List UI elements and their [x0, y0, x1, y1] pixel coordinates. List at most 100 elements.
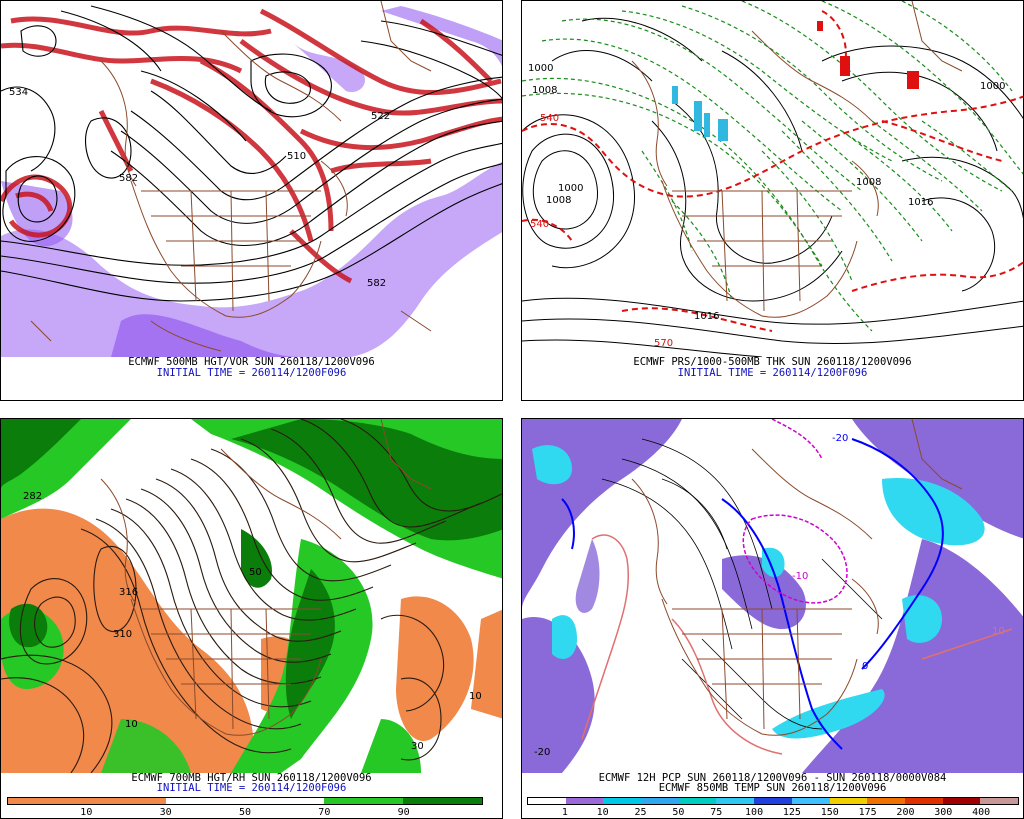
- rh-colorbar-labels: 10 30 50 70 90: [7, 807, 483, 818]
- temp-label: -20: [534, 747, 550, 758]
- colorbar-swatch: [565, 798, 604, 804]
- colorbar-swatch: [324, 798, 364, 804]
- panel-prs-thk: 1000 1008 540 1008 540 1000 1008 1016 57…: [521, 0, 1024, 401]
- isobar-label: 1008: [532, 85, 557, 96]
- colorbar-swatch: [126, 798, 166, 804]
- rh-wet: [1, 419, 502, 719]
- colorbar-swatch: [284, 798, 324, 804]
- colorbar-swatch: [205, 798, 245, 804]
- colorbar-swatch: [47, 798, 87, 804]
- colorbar-label: 300: [934, 807, 953, 818]
- colorbar-swatch: [603, 798, 642, 804]
- thickness-label: 540: [540, 113, 559, 124]
- rh-colorbar: [7, 797, 483, 805]
- thickness-cold: [522, 1, 1023, 332]
- temp-contours: [601, 438, 883, 730]
- map-500mb-hgt-vor: 534 582 510 522 582: [1, 1, 502, 357]
- vorticity-negative: [1, 6, 502, 357]
- caption-init-time: INITIAL TIME = 260114/1200F096: [156, 782, 347, 794]
- colorbar-swatch: [754, 798, 792, 804]
- heavy-precip: [817, 21, 919, 89]
- colorbar-label: 50: [238, 807, 252, 818]
- caption-subtitle: ECMWF 850MB TEMP SUN 260118/1200V096: [658, 782, 887, 794]
- colorbar-swatch: [791, 798, 830, 804]
- colorbar-swatch: [8, 798, 48, 804]
- colorbar-swatch: [166, 798, 206, 804]
- colorbar-label: 10: [80, 807, 93, 818]
- temp-zero: [561, 438, 944, 750]
- colorbar-swatch: [528, 798, 566, 804]
- colorbar-label: 100: [745, 807, 764, 818]
- isobar-label: 1000: [980, 81, 1005, 92]
- isobar-label: 1008: [856, 177, 881, 188]
- panel-500mb-hgt-vor: 534 582 510 522 582 ECMWF 500MB HGT/VOR …: [0, 0, 503, 401]
- isobar-label: 1016: [908, 197, 933, 208]
- contour-label: 310: [113, 629, 132, 640]
- isobar-label: 1000: [558, 183, 583, 194]
- contour-label: 10: [469, 691, 482, 702]
- map-boundaries: [100, 419, 432, 736]
- precip-colorbar-labels: 1 10 25 50 75 100 125 150 175 200 300 400: [527, 807, 1019, 818]
- precip-colorbar: [527, 797, 1019, 805]
- colorbar-swatch: [904, 798, 943, 804]
- temp-label: 10: [992, 626, 1005, 637]
- map-pcp-850temp: -20 -20 -10 10 0: [522, 419, 1023, 773]
- contour-label: 316: [119, 587, 138, 598]
- thickness-label: 540: [530, 219, 549, 230]
- colorbar-label: 75: [710, 807, 723, 818]
- isobar-label: 1000: [528, 63, 553, 74]
- contour-label: 522: [371, 111, 390, 122]
- map-boundaries: [30, 1, 432, 352]
- colorbar-label: 70: [318, 807, 331, 818]
- contour-label: 282: [23, 491, 42, 502]
- contour-label: 582: [367, 278, 386, 289]
- caption-title: ECMWF 500MB HGT/VOR SUN 260118/1200V096: [128, 356, 375, 368]
- map-boundaries: [631, 419, 963, 736]
- colorbar-label: 25: [634, 807, 647, 818]
- colorbar-label: 200: [896, 807, 915, 818]
- colorbar-swatch: [716, 798, 755, 804]
- colorbar-swatch: [829, 798, 868, 804]
- caption-title: ECMWF 12H PCP SUN 260118/1200V096 - SUN …: [598, 772, 947, 784]
- colorbar-label: 50: [672, 807, 685, 818]
- contour-label: 510: [287, 151, 306, 162]
- colorbar-swatch: [245, 798, 285, 804]
- colorbar-label: 10: [596, 807, 609, 818]
- colorbar-swatch: [442, 798, 482, 804]
- colorbar-label: 30: [159, 807, 172, 818]
- isobar-label: 1016: [694, 311, 719, 322]
- temp-label: 0: [862, 661, 868, 672]
- panel-pcp-850temp: -20 -20 -10 10 0 ECMWF 12H PCP SUN 26011…: [521, 418, 1024, 819]
- contour-label: 582: [119, 173, 138, 184]
- panel-700mb-hgt-rh: 282 316 10 10 310 50 30 ECMWF 700MB HGT/…: [0, 418, 503, 819]
- colorbar-label: 150: [820, 807, 839, 818]
- caption-init-time: INITIAL TIME = 260114/1200F096: [156, 367, 347, 379]
- colorbar-label: 400: [972, 807, 991, 818]
- contour-label: 534: [9, 87, 28, 98]
- colorbar-swatch: [867, 798, 905, 804]
- contour-label: 10: [125, 719, 138, 730]
- colorbar-swatch: [942, 798, 981, 804]
- colorbar-swatch: [87, 798, 127, 804]
- colorbar-swatch: [641, 798, 679, 804]
- isobars: [522, 17, 1023, 357]
- temp-label: -20: [832, 433, 848, 444]
- snow-areas: [672, 86, 728, 141]
- contour-label: 50: [249, 567, 262, 578]
- caption-init-time: INITIAL TIME = 260114/1200F096: [677, 367, 868, 379]
- temp-cold: [742, 419, 848, 604]
- vorticity-positive: [1, 8, 502, 284]
- temp-label: -10: [792, 571, 808, 582]
- map-boundaries: [631, 1, 963, 318]
- contour-label: 30: [411, 741, 424, 752]
- thickness-warm: [522, 10, 1023, 332]
- map-prs-thk: 1000 1008 540 1008 540 1000 1008 1016 57…: [522, 1, 1023, 357]
- colorbar-swatch: [980, 798, 1018, 804]
- colorbar-label: 175: [858, 807, 877, 818]
- caption-title: ECMWF PRS/1000-500MB THK SUN 260118/1200…: [633, 356, 912, 368]
- colorbar-swatch: [403, 798, 443, 804]
- thickness-label: 570: [654, 338, 673, 349]
- colorbar-label: 125: [782, 807, 801, 818]
- temp-positive: [581, 534, 1013, 755]
- colorbar-swatch: [363, 798, 403, 804]
